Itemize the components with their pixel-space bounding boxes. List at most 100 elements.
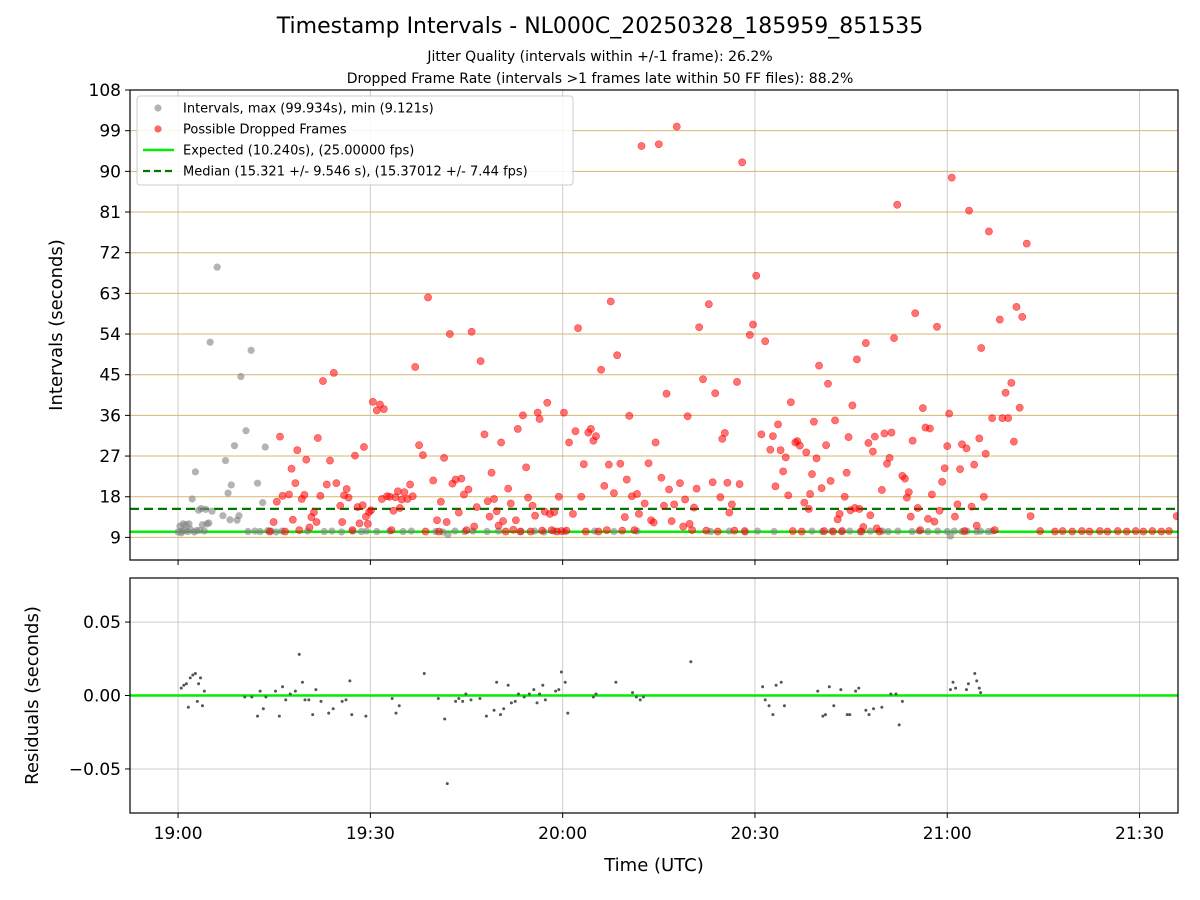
residual-point	[256, 714, 260, 718]
dropped-frame-point	[499, 517, 507, 526]
intervals-marks	[130, 122, 1178, 540]
dropped-frame-point	[940, 464, 949, 473]
residual-point	[509, 701, 513, 705]
dropped-frame-point	[462, 526, 471, 535]
dropped-frame-point	[287, 464, 296, 473]
interval-point	[242, 427, 250, 435]
dropped-frame-point	[802, 448, 811, 457]
residual-point	[889, 692, 893, 696]
dropped-frame-point	[433, 516, 441, 525]
interval-point	[908, 527, 916, 536]
dropped-frame-point	[662, 389, 671, 398]
dropped-frame-point	[379, 405, 388, 413]
dropped-frame-point	[822, 441, 831, 450]
dropped-frame-point	[467, 327, 476, 336]
legend: Intervals, max (99.934s), min (9.121s) Po…	[136, 95, 574, 186]
dropped-frame-point	[683, 412, 692, 421]
interval-point	[227, 481, 235, 489]
dropped-frame-point	[808, 470, 816, 479]
residual-point	[199, 676, 203, 680]
dropped-frame-point	[681, 495, 689, 504]
dropped-frame-point	[972, 521, 981, 530]
dropped-frame-point	[476, 357, 485, 366]
dropped-frame-point	[723, 478, 732, 487]
interval-point	[407, 527, 415, 535]
dropped-frame-point	[319, 377, 327, 385]
x-tick-label: 20:00	[538, 824, 587, 844]
dropped-frame-point	[360, 443, 368, 451]
dropped-frame-point	[924, 514, 932, 523]
y-tick-label: 27	[99, 447, 121, 467]
dropped-frame-point	[265, 527, 274, 536]
residual-point	[319, 699, 323, 703]
dropped-frame-point	[562, 526, 571, 535]
dropped-frame-point	[824, 379, 832, 388]
interval-point	[362, 527, 371, 535]
dropped-frame-point	[810, 417, 818, 426]
dropped-frame-point	[864, 439, 873, 447]
dropped-frame-point	[990, 526, 999, 535]
dropped-frame-point	[852, 355, 861, 364]
residual-point	[763, 698, 767, 702]
residual-point	[964, 688, 968, 692]
residual-point	[502, 707, 506, 711]
dropped-frame-point	[472, 503, 481, 512]
residual-point	[966, 682, 970, 686]
dropped-frame-point	[1018, 312, 1027, 321]
residual-point	[591, 695, 595, 699]
dropped-frame-point	[711, 389, 720, 398]
dropped-frame-point	[702, 526, 711, 535]
residual-point	[848, 713, 852, 717]
residual-point	[461, 699, 465, 703]
dropped-frame-point	[606, 297, 615, 306]
dropped-frame-point	[355, 519, 364, 528]
dropped-frame-point	[406, 480, 415, 489]
dropped-frame-point	[581, 527, 590, 536]
dropped-frame-point	[513, 425, 522, 433]
dropped-frame-point	[630, 526, 639, 535]
dropped-frame-point	[369, 397, 377, 406]
chart-subtitle-dropped: Dropped Frame Rate (intervals >1 frames …	[346, 71, 854, 87]
dropped-frame-point	[930, 517, 939, 526]
dropped-frame-point	[885, 453, 894, 462]
residual-point	[348, 679, 352, 683]
dropped-frame-point	[804, 505, 813, 513]
interval-point	[337, 528, 346, 536]
dropped-frame-point	[725, 508, 734, 517]
dropped-frame-point	[348, 526, 357, 535]
dropped-frame-point	[716, 493, 725, 502]
interval-point	[237, 372, 245, 381]
interval-point	[219, 512, 227, 520]
dropped-frame-point	[829, 527, 838, 536]
residual-point	[767, 704, 771, 708]
dropped-frame-point	[1113, 527, 1122, 535]
dropped-frame-point	[272, 497, 281, 506]
x-axis-label: Time (UTC)	[603, 855, 704, 876]
dropped-frame-point	[424, 293, 432, 302]
interval-point	[253, 479, 262, 487]
dropped-frame-point	[699, 375, 707, 384]
dropped-frame-point	[531, 511, 539, 520]
residual-point	[839, 688, 843, 692]
dropped-frame-point	[947, 173, 956, 182]
dropped-frame-point	[1001, 388, 1010, 397]
dropped-frame-point	[979, 492, 988, 501]
residual-point	[771, 713, 775, 717]
dropped-frame-point	[781, 453, 790, 462]
dropped-frame-point	[933, 322, 941, 331]
residual-point	[867, 713, 871, 717]
dropped-frame-point	[713, 527, 722, 536]
dropped-frame-point	[457, 474, 466, 483]
dropped-frame-point	[363, 519, 372, 528]
dropped-frame-point	[490, 495, 498, 503]
intervals-axes-frame	[129, 89, 1179, 561]
dropped-frame-point	[302, 455, 311, 464]
interval-point	[950, 527, 958, 535]
dropped-frame-point	[840, 492, 849, 501]
dropped-frame-point	[618, 526, 627, 535]
dropped-frame-point	[913, 504, 922, 512]
y-tick-label: 9	[110, 528, 121, 548]
dropped-frame-point	[660, 501, 668, 510]
residual-point	[492, 708, 496, 712]
